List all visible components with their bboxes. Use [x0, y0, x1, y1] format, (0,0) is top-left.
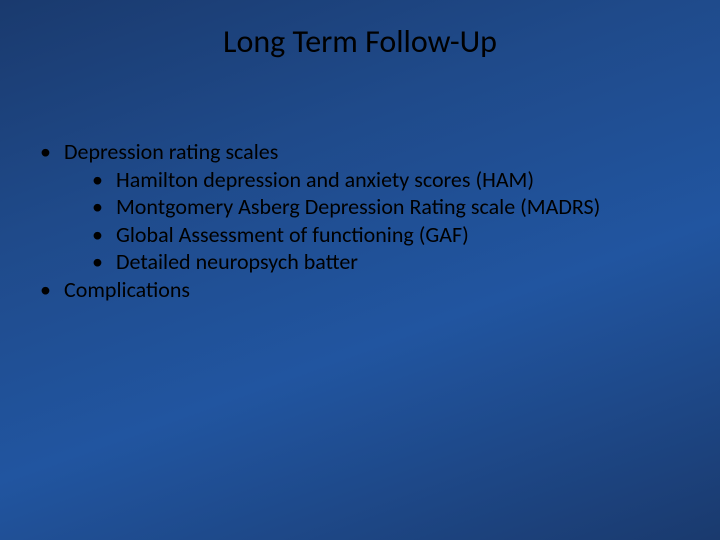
bullet-item: Depression rating scales Hamilton depres… — [36, 138, 700, 276]
bullet-text: Global Assessment of functioning (GAF) — [116, 221, 469, 248]
bullet-list-outer: Depression rating scales Hamilton depres… — [36, 138, 700, 303]
bullet-text: Depression rating scales — [64, 138, 278, 165]
bullet-sub-item: Hamilton depression and anxiety scores (… — [88, 166, 700, 194]
bullet-text: Montgomery Asberg Depression Rating scal… — [116, 193, 600, 220]
slide-body: Depression rating scales Hamilton depres… — [36, 138, 700, 303]
bullet-text: Complications — [64, 276, 190, 303]
slide-title: Long Term Follow-Up — [0, 22, 720, 61]
bullet-text: Hamilton depression and anxiety scores (… — [116, 166, 534, 193]
bullet-sub-item: Detailed neuropsych batter — [88, 248, 700, 276]
bullet-list-inner: Hamilton depression and anxiety scores (… — [88, 166, 700, 276]
bullet-sub-item: Montgomery Asberg Depression Rating scal… — [88, 193, 700, 221]
bullet-item: Complications — [36, 276, 700, 304]
bullet-text: Detailed neuropsych batter — [116, 248, 358, 275]
bullet-sub-item: Global Assessment of functioning (GAF) — [88, 221, 700, 249]
